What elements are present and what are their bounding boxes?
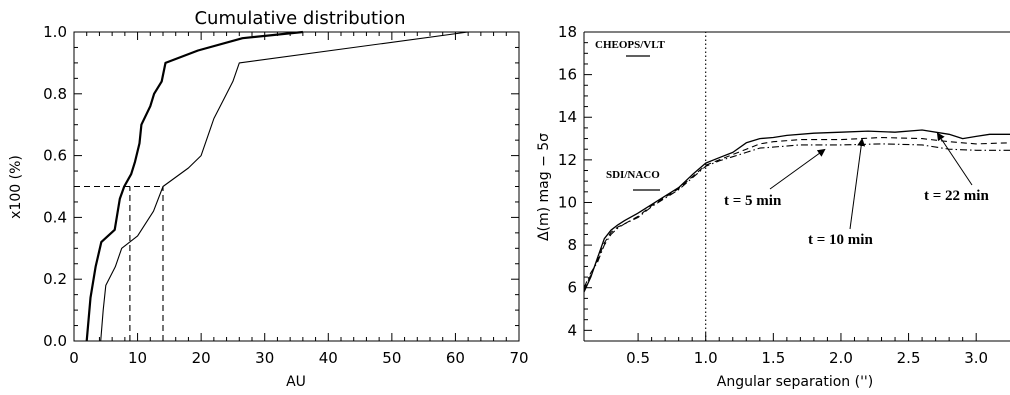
left-x-tick-label: 50 [382,349,401,367]
left-chart-title: Cumulative distribution [194,8,405,29]
right-y-tick-label: 16 [558,66,577,84]
left-y-tick-label: 0.4 [43,208,67,226]
left-x-tick-label: 20 [192,349,211,367]
right-y-tick-label: 4 [567,321,577,339]
left-series-line-0 [85,30,304,342]
right-y-tick-label: 8 [567,236,577,254]
left-x-tick-label: 10 [128,349,147,367]
left-ticks-group: 0 10 20 30 40 50 60 70 0.0 0.2 0.4 0.6 0.8 1.0 [43,23,528,367]
right-y-tick-label: 18 [558,23,577,41]
cumulative-distribution-chart: Cumulative distribution 0 10 20 30 40 50 60 700… [8,8,529,390]
left-x-tick-label: 40 [319,349,338,367]
right-ticks-group: 0.5 1.0 1.5 2.0 2.5 3.0 4 6 8 10 12 14 16 18 [558,23,988,367]
left-y-tick-label: 0.6 [43,147,67,165]
t22-label: t = 22 min [924,188,989,204]
left-x-tick-label: 70 [509,349,528,367]
right-x-tick-label: 2.0 [829,349,853,367]
cheops-label: CHEOPS/VLT [595,39,666,51]
right-plot-frame [583,31,1010,342]
left-series-group [74,30,469,342]
right-series-group [583,32,1010,341]
left-series-line-1 [100,31,469,342]
left-x-tick-label: 0 [69,349,79,367]
left-y-tick-label: 1.0 [43,23,67,41]
left-x-tick-label: 60 [446,349,465,367]
t22-arrow [936,132,973,186]
right-series-line-1 [583,136,1010,291]
sdi-label: SDI/NACO [606,169,660,181]
right-y-tick-label: 10 [558,193,577,211]
right-x-tick-label: 1.5 [761,349,785,367]
left-x-axis-label: AU [286,374,306,390]
t5-label: t = 5 min [724,193,782,209]
left-y-tick-label: 0.0 [43,332,67,350]
left-plot-frame [73,31,520,342]
right-series-line-0 [583,129,1010,293]
right-x-tick-label: 0.5 [626,349,650,367]
right-y-tick-label: 14 [558,108,577,126]
right-y-tick-label: 12 [558,151,577,169]
contrast-curve-chart: 0.5 1.0 1.5 2.0 2.5 3.0 4 6 8 10 12 14 16 18 CHEOPS/V… [536,23,1010,390]
right-y-axis-label: Δ(m) mag − 5σ [536,133,552,241]
left-y-tick-label: 0.8 [43,85,67,103]
right-x-axis-label: Angular separation ('') [717,374,873,390]
right-x-tick-label: 3.0 [964,349,988,367]
t5-arrow [769,148,826,190]
t10-label: t = 10 min [808,232,873,248]
right-x-tick-label: 1.0 [694,349,718,367]
right-x-tick-label: 2.5 [897,349,921,367]
left-y-tick-label: 0.2 [43,270,67,288]
left-y-axis-label: x100 (%) [8,155,24,219]
right-y-tick-label: 6 [567,279,577,297]
left-x-tick-label: 30 [255,349,274,367]
right-series-line-2 [583,143,1010,288]
t10-arrow [849,138,866,230]
